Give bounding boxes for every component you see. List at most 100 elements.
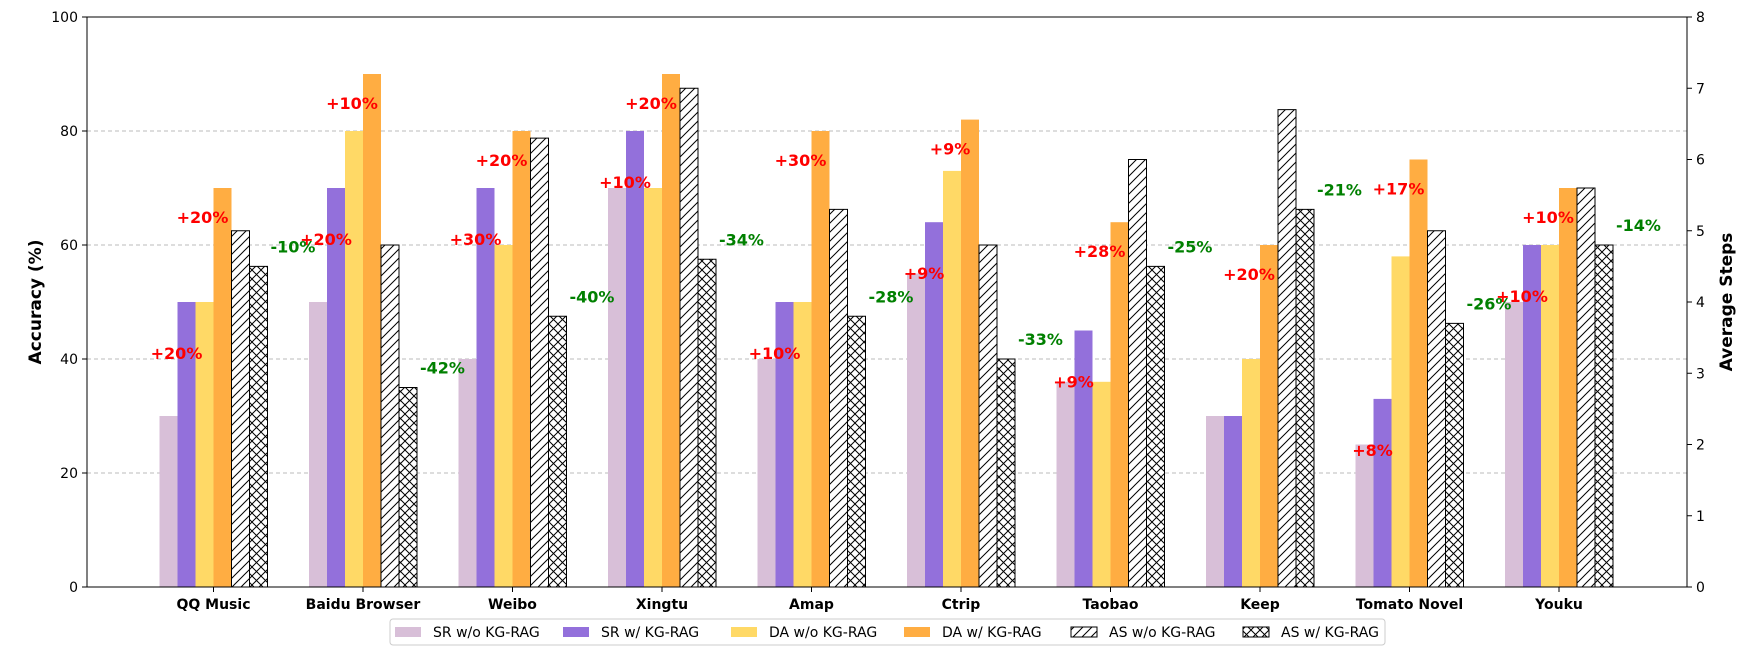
da-gain-label: +20%	[1223, 265, 1275, 284]
right-tick-label: 2	[1696, 438, 1705, 454]
bar-sr-w-kg-rag	[1224, 416, 1242, 587]
bar-as-w-o-kg-rag	[1128, 159, 1147, 588]
bar-as-w-kg-rag	[847, 315, 866, 588]
sr-gain-label: +10%	[1496, 287, 1548, 306]
legend-frame	[389, 618, 1386, 646]
bar-sr-w-o-kg-rag	[159, 416, 178, 587]
right-tick-label: 7	[1696, 81, 1705, 97]
as-change-label: -40%	[570, 287, 615, 306]
bar-sr-w-o-kg-rag	[608, 188, 626, 587]
da-gain-label: +28%	[1074, 242, 1126, 261]
sr-gain-label: +30%	[450, 230, 502, 249]
bar-da-w-o-kg-rag	[345, 131, 363, 587]
bar-as-w-kg-rag	[1146, 265, 1165, 588]
left-tick-label: 80	[60, 124, 78, 140]
bar-da-w-kg-rag	[1110, 222, 1129, 587]
legend-label: DA w/o KG-RAG	[769, 625, 877, 641]
bar-as-w-o-kg-rag	[1576, 187, 1596, 588]
bar-da-w-kg-rag	[213, 188, 232, 587]
bar-sr-w-kg-rag	[177, 302, 196, 587]
bar-sr-w-kg-rag	[775, 302, 794, 587]
left-tick-label: 40	[60, 352, 78, 368]
as-change-label: -26%	[1467, 294, 1512, 313]
category-label: Ctrip	[942, 597, 981, 613]
bar-as-w-o-kg-rag	[231, 230, 250, 588]
bar-da-w-kg-rag	[1409, 159, 1428, 587]
bar-as-w-kg-rag	[548, 315, 567, 588]
category-label: Tomato Novel	[1356, 597, 1463, 613]
bar-as-w-kg-rag	[697, 258, 717, 588]
as-change-label: -14%	[1616, 216, 1661, 235]
bar-as-w-kg-rag	[996, 358, 1016, 588]
as-change-label: -21%	[1317, 180, 1362, 199]
bar-sr-w-o-kg-rag	[1505, 302, 1523, 587]
as-change-label: -33%	[1018, 330, 1063, 349]
category-label: Weibo	[488, 597, 537, 613]
right-tick-label: 8	[1696, 10, 1705, 26]
da-gain-label: +30%	[775, 151, 827, 170]
as-change-label: -42%	[420, 359, 465, 378]
bar-as-w-o-kg-rag	[1427, 230, 1446, 588]
bar-da-w-o-kg-rag	[644, 188, 662, 587]
sr-gain-label: +10%	[749, 344, 801, 363]
bar-da-w-kg-rag	[1559, 188, 1577, 587]
bar-da-w-kg-rag	[811, 131, 830, 587]
bar-sr-w-o-kg-rag	[1355, 444, 1374, 587]
sr-gain-label: +10%	[599, 173, 651, 192]
left-tick-label: 100	[51, 10, 78, 26]
left-axis: 0 20 40 60 80 100	[51, 10, 87, 596]
legend-label: DA w/ KG-RAG	[942, 625, 1042, 641]
right-tick-label: 0	[1696, 580, 1705, 596]
sr-gain-label: +8%	[1352, 441, 1393, 460]
bar-as-w-o-kg-rag	[1277, 109, 1297, 588]
bar-as-w-o-kg-rag	[530, 137, 549, 588]
bar-sr-w-o-kg-rag	[458, 359, 477, 587]
bar-sr-w-kg-rag	[1523, 245, 1541, 587]
bar-sr-w-kg-rag	[327, 188, 345, 587]
as-change-label: -28%	[869, 287, 914, 306]
legend-swatch	[563, 627, 589, 637]
bar-sr-w-kg-rag	[1074, 330, 1093, 587]
left-tick-label: 60	[60, 238, 78, 254]
legend-swatch	[395, 627, 421, 637]
right-tick-label: 5	[1696, 224, 1705, 240]
category-label: QQ Music	[176, 597, 250, 613]
bar-sr-w-kg-rag	[626, 131, 644, 587]
as-change-label: -34%	[719, 230, 764, 249]
bar-as-w-o-kg-rag	[380, 244, 400, 588]
left-tick-label: 0	[69, 580, 78, 596]
bar-as-w-kg-rag	[398, 387, 418, 588]
bar-as-w-o-kg-rag	[978, 244, 998, 588]
right-axis: 0 1 2 3 4 5 6 7 8	[1687, 10, 1705, 596]
left-tick-label: 20	[60, 466, 78, 482]
bar-da-w-kg-rag	[512, 131, 531, 587]
da-gain-label: +10%	[326, 94, 378, 113]
da-gain-label: +20%	[177, 208, 229, 227]
bar-sr-w-kg-rag	[1373, 398, 1392, 587]
sr-gain-label: +9%	[904, 264, 945, 283]
legend-label: SR w/ KG-RAG	[601, 625, 699, 641]
bar-sr-w-o-kg-rag	[1056, 381, 1075, 587]
category-label: Baidu Browser	[306, 597, 421, 613]
sr-gain-label: +20%	[300, 230, 352, 249]
da-gain-label: +10%	[1522, 208, 1574, 227]
sr-gain-label: +9%	[1053, 373, 1094, 392]
bar-sr-w-o-kg-rag	[1206, 416, 1224, 587]
legend-label: AS w/o KG-RAG	[1109, 625, 1216, 641]
bar-da-w-o-kg-rag	[1541, 245, 1559, 587]
as-change-label: -10%	[271, 237, 316, 256]
right-tick-label: 6	[1696, 153, 1705, 169]
bar-as-w-kg-rag	[1445, 322, 1464, 588]
bar-da-w-o-kg-rag	[195, 302, 214, 587]
legend-label: AS w/ KG-RAG	[1281, 625, 1379, 641]
category-label: Amap	[789, 597, 834, 613]
category-label: Youku	[1534, 597, 1583, 613]
bar-da-w-o-kg-rag	[1092, 381, 1111, 587]
bar-sr-w-o-kg-rag	[309, 302, 327, 587]
bar-da-w-o-kg-rag	[943, 170, 961, 587]
bars	[159, 74, 1614, 588]
right-tick-label: 1	[1696, 509, 1705, 525]
bar-da-w-kg-rag	[363, 74, 381, 587]
sr-gain-label: +20%	[151, 344, 203, 363]
